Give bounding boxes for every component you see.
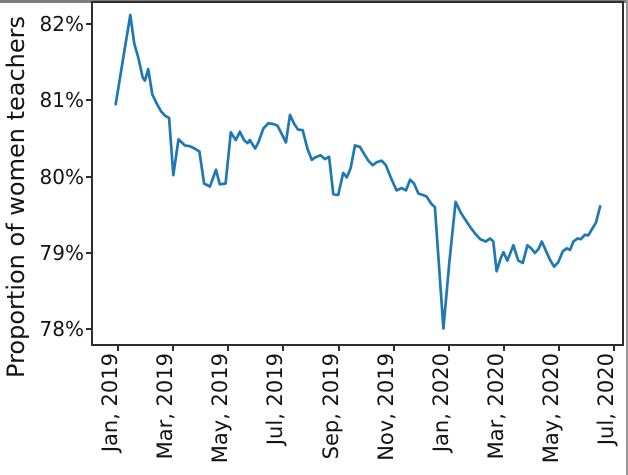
x-tick-label: Nov, 2019 [373, 353, 398, 461]
x-tick [447, 346, 450, 351]
plot-area [91, 1, 624, 346]
x-tick-label: Jan, 2019 [98, 353, 123, 453]
x-tick-label: Mar, 2020 [483, 353, 508, 460]
x-tick-label: Jul, 2019 [263, 353, 288, 446]
x-tick-label: Sep, 2019 [318, 353, 343, 460]
y-tick [86, 99, 91, 102]
y-tick-label: 79% [39, 240, 84, 265]
x-tick-label: Jul, 2020 [593, 353, 618, 446]
x-tick-label: Mar, 2019 [153, 353, 178, 460]
y-tick [86, 328, 91, 331]
x-tick-label: May, 2019 [208, 353, 233, 464]
x-tick-label: Jan, 2020 [428, 353, 453, 453]
y-tick [86, 251, 91, 254]
x-tick [502, 346, 505, 351]
y-tick [86, 175, 91, 178]
x-tick [337, 346, 340, 351]
x-tick [117, 346, 120, 351]
y-tick-label: 78% [39, 317, 84, 342]
y-tick-label: 81% [39, 88, 84, 113]
window-edge-right [626, 0, 628, 475]
x-tick [172, 346, 175, 351]
y-tick-label: 82% [39, 12, 84, 37]
x-tick [227, 346, 230, 351]
x-tick-label: May, 2020 [538, 353, 563, 464]
x-tick [557, 346, 560, 351]
y-tick [86, 23, 91, 26]
x-tick [612, 346, 615, 351]
x-tick [282, 346, 285, 351]
y-tick-label: 80% [39, 164, 84, 189]
x-tick [392, 346, 395, 351]
